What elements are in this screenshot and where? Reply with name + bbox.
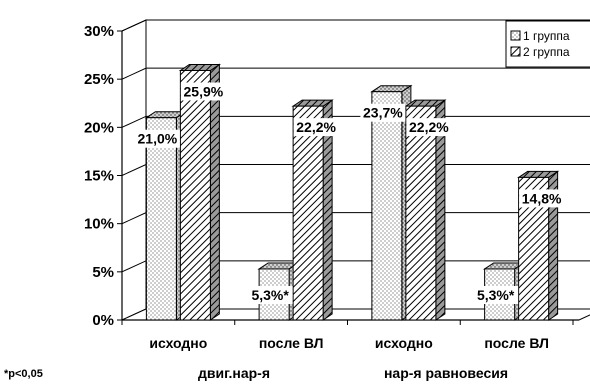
y-tick-label: 25%	[84, 71, 114, 88]
data-label-series-2: 22,2%	[406, 118, 452, 137]
bar-series-2	[178, 63, 222, 321]
bar-series-2-front	[405, 105, 437, 321]
group-label-motor: двиг.нар-я	[198, 365, 270, 381]
footnote: *p<0,05	[4, 368, 43, 380]
legend-box	[505, 20, 590, 68]
bar-series-2-front	[179, 69, 211, 321]
group-label-balance: нар-я равновесия	[384, 365, 508, 381]
data-label-series-2: 25,9%	[180, 82, 226, 101]
data-label-series-1-text: 5,3%*	[251, 287, 289, 303]
data-label-series-2-bg	[293, 118, 339, 137]
data-label-series-1: 5,3%*	[247, 286, 293, 304]
gridline	[121, 115, 590, 128]
gridlines	[121, 19, 590, 273]
legend-label-series-2: 2 группа	[523, 45, 570, 59]
legend-swatch-series-1	[510, 30, 521, 41]
data-label-series-1-text: 23,7%	[363, 105, 403, 121]
x-category-label: после ВЛ	[259, 335, 324, 351]
bar-series-2-front	[292, 105, 324, 321]
x-category-label: исходно	[149, 335, 207, 351]
bar-series-1-front	[145, 117, 177, 321]
y-tick-label: 15%	[84, 168, 114, 185]
data-label-series-2: 22,2%	[293, 118, 339, 137]
data-label-series-1: 21,0%	[134, 129, 180, 148]
y-tick-label: 5%	[92, 264, 114, 281]
gridline	[121, 67, 590, 80]
bar-series-2	[291, 99, 334, 321]
data-label-series-1-bg	[360, 103, 406, 122]
legend: 1 группа 2 группа	[505, 20, 590, 68]
data-label-series-2-bg	[519, 189, 565, 208]
data-label-series-2-bg	[180, 82, 226, 101]
data-label-series-2-text: 22,2%	[409, 119, 449, 135]
y-tick-label: 10%	[84, 216, 114, 233]
legend-swatch-series-2	[510, 46, 521, 57]
data-labels: 21,0% 25,9% 5,3%* 22,2% 23,7% 22,2% 5,3%* 14,8%	[134, 82, 565, 304]
data-label-series-2-text: 25,9%	[184, 83, 224, 99]
data-label-series-1: 23,7%	[360, 103, 406, 122]
data-label-series-1-bg	[473, 286, 519, 304]
bar-series-1-front	[371, 91, 403, 321]
legend-label-series-1: 1 группа	[523, 29, 570, 43]
data-label-series-1-text: 21,0%	[138, 131, 178, 147]
data-label-series-2-text: 22,2%	[296, 119, 336, 135]
data-label-series-1-bg	[134, 129, 180, 148]
data-label-series-1-text: 5,3%*	[477, 287, 515, 303]
y-tick-label: 30%	[84, 23, 114, 40]
data-label-series-2-bg	[406, 118, 452, 137]
data-label-series-2: 14,8%	[519, 189, 565, 208]
y-tick-label: 20%	[84, 119, 114, 136]
data-label-series-1-bg	[247, 286, 293, 304]
y-tick-label: 0%	[92, 312, 114, 329]
x-category-label: после ВЛ	[484, 335, 549, 351]
y-tick-labels: 0% 5% 10% 15% 20% 25% 30%	[84, 23, 114, 329]
x-category-label: исходно	[375, 335, 433, 351]
bar-series-2-side	[209, 63, 220, 321]
bar-series-2	[404, 99, 447, 321]
gridline	[121, 19, 590, 32]
bar-series-1	[370, 84, 413, 321]
x-category-labels: исходно после ВЛ исходно после ВЛ	[149, 335, 549, 351]
data-label-series-2-text: 14,8%	[522, 190, 562, 206]
data-label-series-1: 5,3%*	[473, 286, 519, 304]
